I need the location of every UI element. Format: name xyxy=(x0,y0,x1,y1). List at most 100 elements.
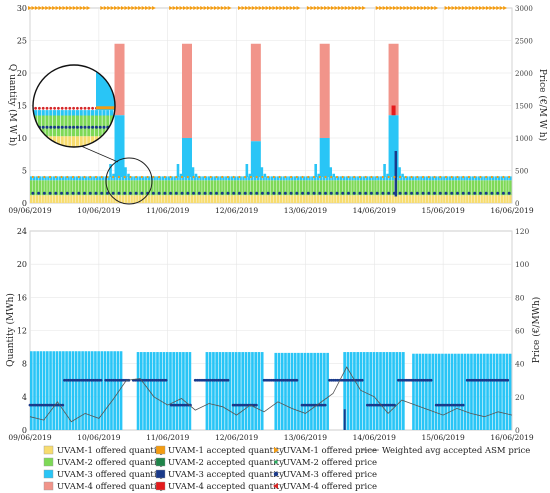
top-bar-uvam1-offered xyxy=(170,195,174,203)
top-peak-uvam4-offered xyxy=(388,43,399,116)
top-bar-uvam2-offered xyxy=(98,180,102,196)
legend-swatch-uvam1-offered-quantity xyxy=(43,445,54,455)
inset-bar-uvam3 xyxy=(94,110,98,116)
top-price-uvam1 xyxy=(179,6,184,10)
top-bar-uvam2-offered xyxy=(130,180,133,196)
bottom-price-uvam3 xyxy=(412,378,416,382)
bottom-price-uvam3 xyxy=(343,378,347,382)
bottom-right-tick-label: 20 xyxy=(515,393,525,402)
top-price-uvam3 xyxy=(203,191,207,195)
top-bar-uvam3-offered xyxy=(84,176,87,181)
top-bar-uvam2-offered xyxy=(296,180,300,196)
bottom-bar-uvam3-offered xyxy=(385,352,389,430)
top-right-tick-label: 1500 xyxy=(515,103,533,111)
top-price-uvam2 xyxy=(410,175,413,179)
top-bar-uvam2-offered xyxy=(271,180,274,196)
top-bar-uvam2-offered xyxy=(497,180,501,196)
top-bar-uvam3-offered xyxy=(319,176,323,181)
bottom-price-uvam3 xyxy=(414,378,418,382)
top-bar-uvam2-offered xyxy=(486,180,489,196)
top-price-uvam1 xyxy=(224,6,229,10)
top-price-uvam1 xyxy=(48,6,53,10)
top-price-uvam2 xyxy=(158,175,161,179)
top-bar-uvam2-offered xyxy=(101,180,105,196)
bottom-price-uvam3 xyxy=(108,378,111,382)
top-price-uvam3 xyxy=(94,191,98,195)
bottom-price-uvam3 xyxy=(349,378,353,382)
bottom-price-uvam3 xyxy=(264,378,268,382)
inset-price-uvam4 xyxy=(79,106,83,110)
top-price-uvam2 xyxy=(427,175,430,179)
top-bar-uvam3-offered xyxy=(374,176,377,181)
top-bar-uvam3-offered xyxy=(500,176,503,181)
bottom-price-uvam3 xyxy=(331,378,335,382)
top-bar-uvam3-offered xyxy=(202,176,205,181)
top-bar-uvam2-offered xyxy=(431,180,435,196)
top-bar-uvam1-offered xyxy=(110,195,113,203)
top-bar-uvam2-offered xyxy=(382,180,386,196)
top-price-uvam3 xyxy=(421,191,425,195)
top-bar-uvam1-offered xyxy=(336,195,340,203)
bottom-bar-uvam3-offered xyxy=(375,352,379,430)
top-price-uvam2 xyxy=(508,175,511,179)
top-price-uvam1 xyxy=(389,6,394,10)
top-bar-uvam1-offered xyxy=(182,195,185,203)
zoom-inset xyxy=(32,64,153,205)
top-bar-uvam2-offered xyxy=(402,180,406,196)
top-bar-uvam1-offered xyxy=(463,195,466,203)
zoom-target-circle xyxy=(105,157,153,205)
bottom-price-uvam3 xyxy=(473,378,477,382)
top-bar-uvam1-offered xyxy=(380,195,383,203)
bottom-bar-uvam3-offered xyxy=(149,352,153,430)
top-bar-uvam1-offered xyxy=(423,195,426,203)
top-price-uvam1 xyxy=(461,6,466,10)
top-bar-uvam2-offered xyxy=(457,180,460,196)
top-bar-uvam3-offered xyxy=(296,176,300,181)
top-bar-uvam2-offered xyxy=(124,180,128,196)
top-bar-uvam2-offered xyxy=(182,180,185,196)
top-price-uvam2 xyxy=(421,175,425,179)
bottom-price-uvam3 xyxy=(459,403,463,407)
bottom-price-uvam3 xyxy=(30,403,34,407)
top-price-uvam2 xyxy=(358,175,362,179)
top-side-bar-uvam3 xyxy=(263,173,267,177)
top-bar-uvam3-offered xyxy=(446,176,449,181)
top-bar-uvam2-offered xyxy=(225,180,228,196)
bottom-price-uvam3 xyxy=(285,378,289,382)
top-bar-uvam2-offered xyxy=(503,180,506,196)
bottom-price-uvam3 xyxy=(425,378,429,382)
top-bar-uvam2-offered xyxy=(127,180,130,196)
top-bar-uvam3-offered xyxy=(443,176,446,181)
top-bar-uvam2-offered xyxy=(30,180,33,196)
top-price-uvam1 xyxy=(114,6,119,10)
top-price-uvam1 xyxy=(296,6,301,10)
bottom-price-uvam3 xyxy=(345,378,349,382)
top-price-uvam2 xyxy=(117,175,121,179)
top-bar-uvam3-offered xyxy=(170,176,174,181)
top-bar-uvam3-offered xyxy=(408,176,412,181)
top-bar-uvam2-offered xyxy=(248,180,251,196)
top-price-uvam1 xyxy=(196,6,201,10)
top-price-uvam3 xyxy=(478,191,482,195)
top-bar-uvam3-offered xyxy=(216,176,219,181)
top-bar-uvam2-offered xyxy=(216,180,219,196)
top-bar-uvam1-offered xyxy=(446,195,449,203)
inset-bar-uvam1 xyxy=(79,136,83,147)
top-price-uvam1 xyxy=(213,6,218,10)
bottom-price-uvam3 xyxy=(231,403,235,407)
top-bar-uvam1-offered xyxy=(296,195,300,203)
top-bar-uvam1-offered xyxy=(253,195,257,203)
top-bar-uvam3-offered xyxy=(440,176,443,181)
top-bar-uvam1-offered xyxy=(388,195,392,203)
legend-label-uvam3-offered-price: UVAM-3 offered price xyxy=(283,470,377,480)
top-bar-uvam2-offered xyxy=(222,180,225,196)
top-price-uvam1 xyxy=(134,6,139,10)
bottom-bar-uvam3-offered xyxy=(208,352,212,430)
bottom-price-uvam3 xyxy=(162,378,166,382)
bottom-bar-uvam3-offered xyxy=(483,353,486,430)
top-bar-uvam2-offered xyxy=(245,180,248,196)
inset-bar-uvam3 xyxy=(106,110,110,116)
top-price-uvam1 xyxy=(320,6,325,10)
top-y-tick-label: 10 xyxy=(17,134,27,143)
top-price-uvam2 xyxy=(496,175,499,179)
